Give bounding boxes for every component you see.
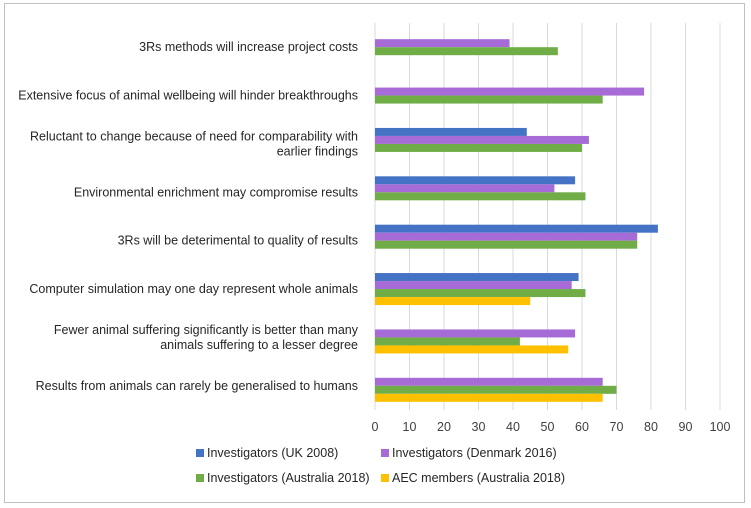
category-label-5: 3Rs will be deterimental to quality of r… xyxy=(118,234,358,248)
chart-frame xyxy=(4,3,745,503)
legend-swatch-4 xyxy=(381,474,389,482)
bar-5-series-2 xyxy=(375,232,638,241)
category-label-1: 3Rs methods will increase project costs xyxy=(139,40,358,54)
x-tick-70: 70 xyxy=(610,420,624,434)
bar-1-series-3 xyxy=(375,47,558,56)
legend-label-2: Investigators (Denmark 2016) xyxy=(392,446,557,460)
bar-1-series-2 xyxy=(375,39,510,48)
legend: Investigators (UK 2008) Investigators (De… xyxy=(196,446,565,485)
legend-label-1: Investigators (UK 2008) xyxy=(207,446,338,460)
category-label-4: Environmental enrichment may compromise … xyxy=(74,185,358,199)
x-tick-100: 100 xyxy=(710,420,731,434)
x-tick-20: 20 xyxy=(437,420,451,434)
bar-3-series-2 xyxy=(375,135,589,144)
bar-6-series-3 xyxy=(375,289,586,298)
bar-5-series-1 xyxy=(375,224,658,233)
x-tick-60: 60 xyxy=(575,420,589,434)
bar-5-series-3 xyxy=(375,240,638,249)
x-tick-50: 50 xyxy=(541,420,555,434)
bar-4-series-3 xyxy=(375,192,586,201)
x-tick-10: 10 xyxy=(403,420,417,434)
x-tick-90: 90 xyxy=(679,420,693,434)
bar-7-series-2 xyxy=(375,329,576,338)
bar-3-series-1 xyxy=(375,127,527,136)
bars xyxy=(375,39,658,402)
category-label-7: Fewer animal suffering significantly is … xyxy=(54,323,359,352)
x-tick-labels: 0 10 20 30 40 50 60 70 80 90 100 xyxy=(372,420,731,434)
category-label-2: Extensive focus of animal wellbeing will… xyxy=(18,89,358,103)
legend-label-4: AEC members (Australia 2018) xyxy=(392,471,565,485)
category-label-6: Computer simulation may one day represen… xyxy=(29,282,358,296)
bar-7-series-3 xyxy=(375,337,520,346)
legend-swatch-2 xyxy=(381,449,389,457)
x-tick-30: 30 xyxy=(472,420,486,434)
bar-4-series-1 xyxy=(375,176,576,185)
legend-swatch-3 xyxy=(196,474,204,482)
bar-6-series-2 xyxy=(375,281,572,290)
bar-7-series-4 xyxy=(375,345,569,354)
category-label-3: Reluctant to change because of need for … xyxy=(30,129,358,158)
bar-8-series-4 xyxy=(375,393,603,402)
category-labels: 3Rs methods will increase project costs E… xyxy=(18,40,359,393)
bar-8-series-3 xyxy=(375,385,617,394)
legend-swatch-1 xyxy=(196,449,204,457)
bar-2-series-2 xyxy=(375,87,645,96)
bar-3-series-3 xyxy=(375,143,582,152)
bar-6-series-4 xyxy=(375,297,531,306)
bar-8-series-2 xyxy=(375,377,603,386)
x-tick-40: 40 xyxy=(506,420,520,434)
bar-6-series-1 xyxy=(375,273,579,282)
category-label-8: Results from animals can rarely be gener… xyxy=(36,379,358,393)
x-tick-80: 80 xyxy=(644,420,658,434)
bar-4-series-2 xyxy=(375,184,555,193)
bar-2-series-3 xyxy=(375,95,603,104)
x-tick-0: 0 xyxy=(372,420,379,434)
legend-label-3: Investigators (Australia 2018) xyxy=(207,471,370,485)
